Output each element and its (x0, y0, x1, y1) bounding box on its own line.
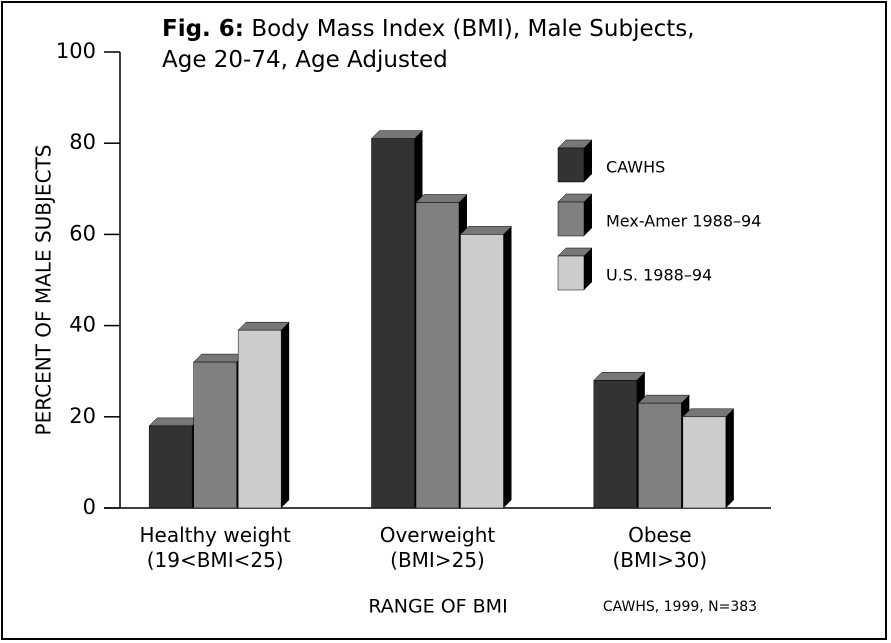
bar-top (637, 394, 690, 404)
bar (193, 353, 246, 509)
x-tick-label: Obese (BMI>30) (612, 523, 708, 572)
bar-top (148, 417, 201, 427)
legend-item: Mex-Amer 1988–94 (557, 193, 761, 237)
bar-front (371, 138, 415, 509)
bar-side (584, 140, 592, 182)
bar-top (193, 353, 246, 363)
bar-front (557, 255, 585, 291)
bar-top (370, 130, 424, 139)
bar (148, 417, 201, 509)
bar-side (281, 322, 290, 508)
x-tick-label: Healthy weight (19<BMI<25) (139, 523, 291, 572)
x-axis-label: RANGE OF BMI (368, 596, 507, 618)
bar-top (459, 226, 513, 235)
y-axis-label: PERCENT OF MALE SUBJECTS (32, 145, 56, 436)
y-tick-label: 100 (56, 39, 96, 63)
bar-front (237, 329, 282, 509)
bar (459, 226, 513, 509)
bar-top (237, 321, 290, 331)
bar (415, 194, 468, 509)
y-tick-label: 20 (69, 404, 96, 428)
bar (637, 394, 690, 509)
y-tick-label: 80 (69, 130, 96, 154)
bar-front (415, 202, 460, 509)
legend-label: Mex-Amer 1988–94 (606, 212, 761, 231)
y-tick-label: 0 (83, 495, 96, 519)
chart-title: Fig. 6: Body Mass Index (BMI), Male Subj… (162, 14, 695, 76)
bar-front (193, 361, 237, 509)
bar (682, 408, 735, 509)
bar-front (593, 380, 638, 509)
source-note: CAWHS, 1999, N=383 (603, 599, 757, 615)
legend-item: CAWHS (557, 139, 665, 183)
x-tick-label: Overweight (BMI>25) (379, 523, 496, 572)
title-text: Body Mass Index (BMI), Male Subjects, Ag… (162, 16, 695, 73)
bar-front (638, 402, 682, 509)
figure-label: Fig. 6: (162, 16, 245, 42)
bar-front (557, 147, 585, 183)
bar-side (584, 248, 592, 290)
bar-front (460, 234, 504, 509)
y-tick-label: 40 (69, 313, 96, 337)
bar (370, 130, 424, 509)
bar-top (593, 372, 646, 381)
bar-side (584, 194, 592, 236)
bar-side (503, 226, 512, 508)
bar-top (682, 408, 735, 418)
bar-side (725, 408, 734, 508)
bar (237, 321, 290, 509)
bar-front (682, 416, 727, 509)
bar-top (415, 194, 468, 203)
bar-front (148, 425, 193, 509)
bar (593, 372, 646, 509)
legend-label: CAWHS (606, 158, 665, 177)
legend-item: U.S. 1988–94 (557, 247, 712, 291)
y-tick-label: 60 (69, 221, 96, 245)
bar-front (557, 201, 585, 237)
legend-label: U.S. 1988–94 (606, 266, 712, 285)
